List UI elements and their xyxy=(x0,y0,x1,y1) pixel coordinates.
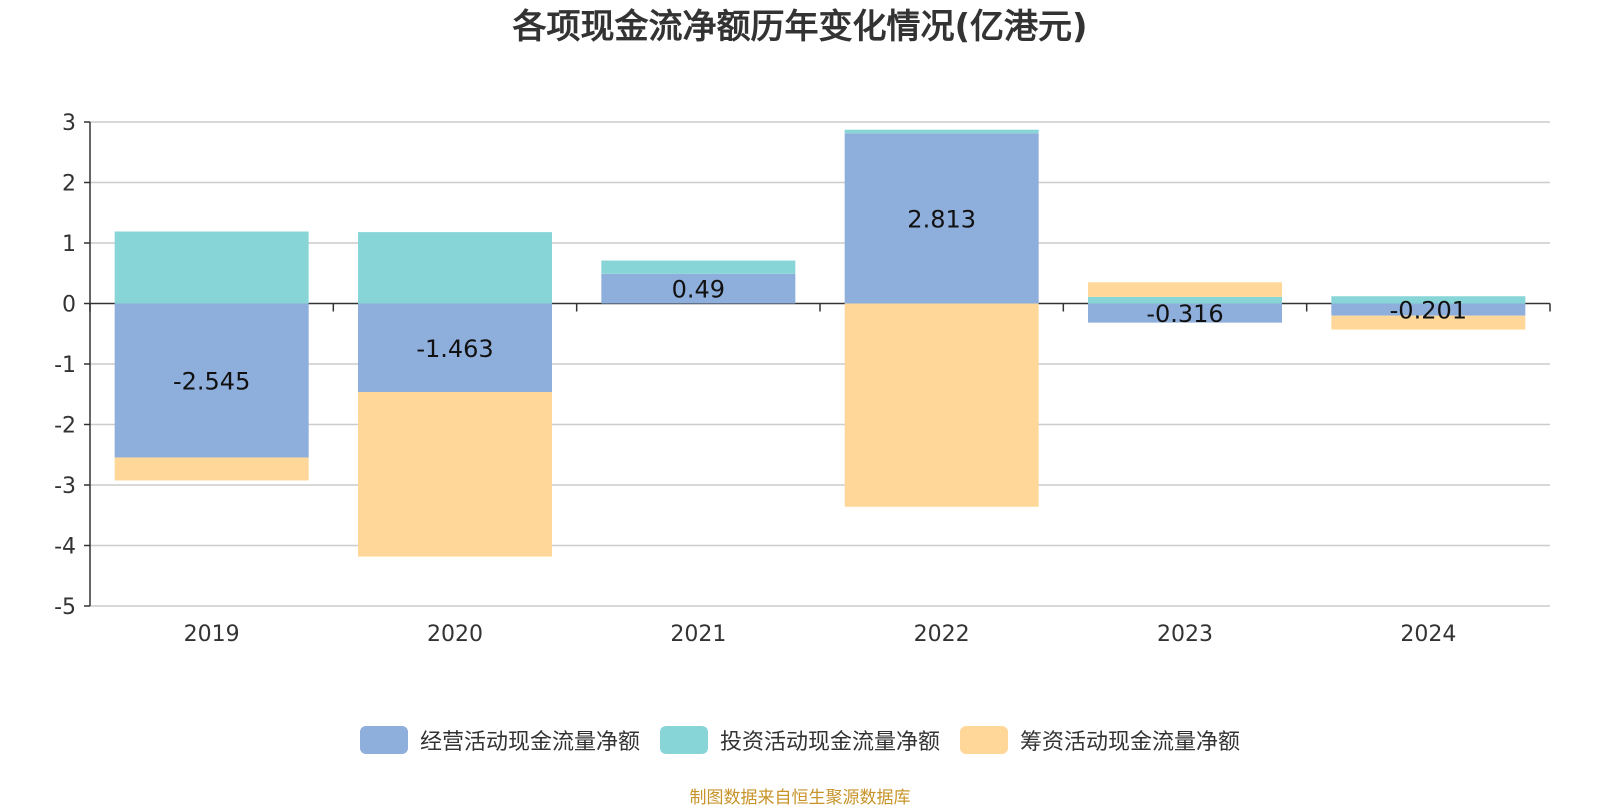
legend-item-1[interactable]: 经营活动现金流量净额 xyxy=(359,724,640,756)
data-label-2022: 2.813 xyxy=(907,205,976,233)
x-tick-label: 2020 xyxy=(427,622,483,647)
y-tick-label: -4 xyxy=(54,535,76,560)
bar-series1-2024 xyxy=(1331,303,1526,316)
grid-lines xyxy=(90,121,1550,607)
bar-series1-2023 xyxy=(1088,303,1282,323)
bar-series3-2024 xyxy=(1331,315,1526,330)
y-tick-label: 3 xyxy=(62,111,76,136)
bar-series2-2022 xyxy=(844,129,1039,134)
legend-label: 筹资活动现金流量净额 xyxy=(1020,730,1241,755)
y-tick-label: 1 xyxy=(62,232,76,257)
y-tick-label: -3 xyxy=(54,474,76,499)
x-tick-label: 2023 xyxy=(1157,622,1213,647)
bar-series2-2024 xyxy=(1331,296,1526,304)
bar-series3-2019 xyxy=(114,457,309,481)
legend: 经营活动现金流量净额 投资活动现金流量净额 筹资活动现金流量净额 xyxy=(0,722,1600,758)
bar-series2-2019 xyxy=(114,231,309,304)
data-label-2024: -0.201 xyxy=(1390,297,1467,325)
legend-item-3[interactable]: 筹资活动现金流量净额 xyxy=(960,724,1240,756)
chart-title: 各项现金流净额历年变化情况(亿港元) xyxy=(512,7,1088,47)
bar-series3-2022 xyxy=(844,303,1039,507)
data-label-2021: 0.49 xyxy=(672,276,725,304)
axes: 3 2 1 0 -1 -2 -3 -4 -5 2019 2020 2021 2022 2023 2024 xyxy=(54,111,1551,647)
y-tick-label: -2 xyxy=(54,414,76,439)
legend-item-2[interactable]: 投资活动现金流量净额 xyxy=(659,724,940,756)
bar-series2-2020 xyxy=(358,232,552,304)
legend-swatch xyxy=(359,726,408,754)
legend-swatch xyxy=(659,726,708,754)
bar-series1-2019 xyxy=(114,303,309,458)
data-label-2023: -0.316 xyxy=(1146,300,1223,328)
data-label-2020: -1.463 xyxy=(416,335,493,363)
x-tick-label: 2019 xyxy=(184,622,240,647)
legend-swatch xyxy=(960,726,1008,754)
bar-series3-2020 xyxy=(358,392,552,557)
x-tick-label: 2021 xyxy=(670,622,726,647)
legend-label: 经营活动现金流量净额 xyxy=(419,730,640,755)
bar-series3-2023 xyxy=(1088,282,1282,297)
data-labels: -2.545 -1.463 0.49 2.813 -0.316 -0.201 xyxy=(173,205,1467,395)
bar-series2-2021 xyxy=(601,260,796,274)
bar-series1-2021 xyxy=(601,273,796,304)
y-tick-label: 0 xyxy=(62,293,76,318)
bars xyxy=(114,129,1526,557)
x-tick-label: 2022 xyxy=(914,622,970,647)
x-tick-label: 2024 xyxy=(1400,622,1456,647)
y-tick-label: -5 xyxy=(54,595,76,620)
y-tick-label: 2 xyxy=(62,172,76,197)
source-note: 制图数据来自恒生聚源数据库 xyxy=(689,788,911,808)
y-tick-label: -1 xyxy=(54,353,76,378)
bar-series1-2020 xyxy=(358,303,552,393)
legend-label: 投资活动现金流量净额 xyxy=(719,730,940,755)
bar-series1-2022 xyxy=(844,133,1039,304)
data-label-2019: -2.545 xyxy=(173,367,250,395)
bar-series2-2023 xyxy=(1088,296,1282,304)
